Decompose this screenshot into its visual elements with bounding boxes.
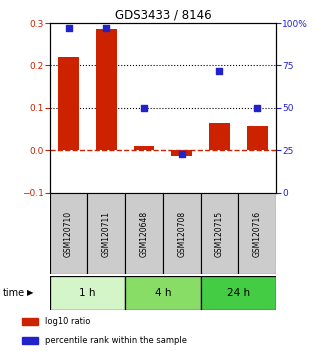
Bar: [125, 276, 201, 310]
Point: [217, 68, 222, 73]
Text: 1 h: 1 h: [79, 288, 96, 298]
Text: GSM120710: GSM120710: [64, 211, 73, 257]
Bar: [163, 193, 201, 274]
Text: 24 h: 24 h: [227, 288, 250, 298]
Point: [179, 151, 184, 157]
Bar: [201, 193, 238, 274]
Text: percentile rank within the sample: percentile rank within the sample: [45, 336, 187, 345]
Text: log10 ratio: log10 ratio: [45, 317, 90, 326]
Bar: [209, 123, 230, 150]
Text: ▶: ▶: [27, 289, 33, 297]
Point: [66, 25, 71, 31]
Bar: [171, 150, 192, 156]
Text: GSM120648: GSM120648: [140, 211, 149, 257]
Text: GSM120711: GSM120711: [102, 211, 111, 257]
Bar: [96, 29, 117, 150]
Bar: [238, 193, 276, 274]
Bar: [50, 193, 87, 274]
Bar: [134, 146, 154, 150]
Point: [255, 105, 260, 111]
Bar: [22, 337, 39, 344]
Text: 4 h: 4 h: [155, 288, 171, 298]
Point: [104, 25, 109, 31]
Text: GSM120716: GSM120716: [253, 211, 262, 257]
Bar: [50, 276, 125, 310]
Text: time: time: [3, 288, 25, 298]
Bar: [125, 193, 163, 274]
Text: GSM120715: GSM120715: [215, 211, 224, 257]
Text: GSM120708: GSM120708: [177, 211, 186, 257]
Point: [142, 105, 147, 111]
Bar: [201, 276, 276, 310]
Bar: [22, 318, 39, 325]
Bar: [87, 193, 125, 274]
Bar: [58, 57, 79, 150]
Title: GDS3433 / 8146: GDS3433 / 8146: [115, 9, 211, 22]
Bar: [247, 126, 268, 150]
